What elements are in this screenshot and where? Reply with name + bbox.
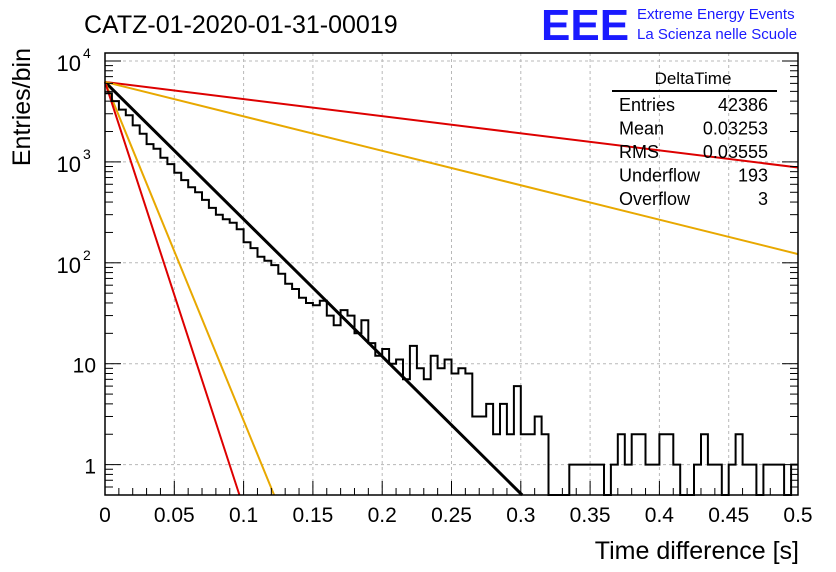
y-tick-label: 10 bbox=[57, 253, 81, 278]
x-tick-label: 0.05 bbox=[154, 504, 195, 527]
stats-box: DeltaTime Entries 42386 Mean 0.03253 RMS 0.03… bbox=[612, 69, 777, 209]
y-tick-exponent: 3 bbox=[83, 146, 91, 162]
histogram-outline bbox=[105, 92, 798, 496]
x-tick-label: 0.25 bbox=[431, 504, 472, 527]
y-tick-label: 10 bbox=[57, 51, 81, 76]
stats-label: Entries bbox=[619, 95, 675, 115]
x-tick-label: 0 bbox=[99, 504, 111, 527]
x-tick-label: 0.35 bbox=[570, 504, 611, 527]
eee-logo: EEE Extreme Energy Events La Scienza nel… bbox=[541, 1, 797, 50]
grid-lines bbox=[105, 53, 798, 495]
fit-curve bbox=[104, 81, 276, 496]
fit-curve bbox=[104, 81, 241, 496]
fit-curve bbox=[104, 80, 799, 169]
x-tick-label: 0.3 bbox=[506, 504, 535, 527]
stats-value: 3 bbox=[758, 189, 768, 209]
logo-line-2: La Scienza nelle Scuole bbox=[637, 26, 797, 43]
y-tick-exponent: 2 bbox=[83, 247, 91, 263]
logo-line-1: Extreme Energy Events bbox=[637, 6, 795, 23]
y-tick-exponent: 4 bbox=[83, 45, 91, 61]
stats-value: 0.03253 bbox=[703, 119, 768, 139]
histogram bbox=[105, 92, 798, 496]
y-tick-label: 10 bbox=[57, 152, 81, 177]
x-tick-label: 0.5 bbox=[783, 504, 812, 527]
stats-value: 42386 bbox=[718, 95, 768, 115]
fit-curves bbox=[103, 80, 799, 497]
chart-title: CATZ-01-2020-01-31-00019 bbox=[84, 11, 398, 39]
fit-curve bbox=[104, 80, 799, 256]
stats-title: DeltaTime bbox=[655, 69, 732, 88]
x-tick-label: 0.4 bbox=[645, 504, 675, 527]
x-tick-label: 0.1 bbox=[229, 504, 258, 527]
stats-label: RMS bbox=[619, 142, 659, 162]
x-tick-label: 0.45 bbox=[708, 504, 749, 527]
stats-label: Overflow bbox=[619, 189, 691, 209]
x-axis-label: Time difference [s] bbox=[595, 537, 799, 565]
y-tick-label: 10 bbox=[73, 355, 96, 378]
y-axis-label: Entries/bin bbox=[8, 48, 36, 166]
stats-value: 193 bbox=[738, 166, 768, 186]
stats-value: 0.03555 bbox=[703, 142, 768, 162]
stats-label: Underflow bbox=[619, 166, 701, 186]
fit-curve bbox=[103, 80, 524, 497]
axes: 0 0.05 0.1 0.15 0.2 0.25 0.3 0.35 0.4 0.45 0.5 1 10 1… bbox=[57, 45, 813, 527]
stats-label: Mean bbox=[619, 119, 664, 139]
y-tick-label: 1 bbox=[84, 456, 96, 479]
x-tick-label: 0.2 bbox=[368, 504, 397, 527]
eee-logo-mark: EEE bbox=[541, 1, 629, 50]
x-tick-label: 0.15 bbox=[292, 504, 333, 527]
